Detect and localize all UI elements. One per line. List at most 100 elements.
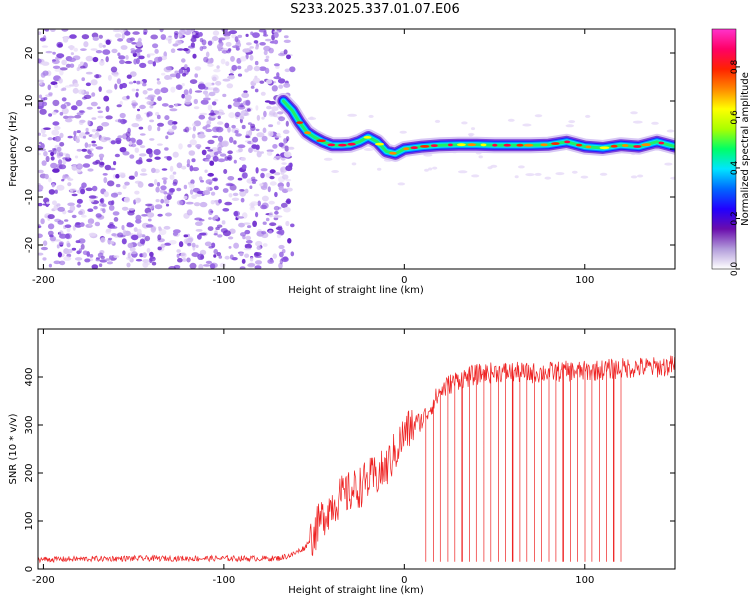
noise-blob bbox=[245, 99, 251, 106]
snr-x-tick-label: 0 bbox=[401, 575, 407, 586]
noise-blob bbox=[99, 259, 108, 263]
noise-blob bbox=[243, 90, 248, 94]
noise-blob bbox=[149, 256, 156, 262]
noise-blob bbox=[264, 67, 270, 74]
noise-blob bbox=[64, 118, 73, 123]
noise-blob bbox=[185, 201, 194, 205]
noise-blob bbox=[231, 64, 238, 71]
noise-blob bbox=[514, 175, 519, 179]
noise-blob bbox=[630, 111, 638, 115]
noise-blob bbox=[252, 181, 256, 184]
noise-blob bbox=[216, 252, 222, 257]
noise-blob bbox=[59, 260, 66, 266]
noise-blob bbox=[290, 223, 295, 228]
noise-blob bbox=[42, 257, 47, 261]
noise-blob bbox=[97, 115, 104, 119]
noise-blob bbox=[163, 179, 167, 185]
noise-blob bbox=[133, 58, 138, 65]
snr-y-label: SNR (10 * v/v) bbox=[8, 413, 19, 484]
noise-blob bbox=[478, 155, 483, 159]
noise-blob bbox=[265, 55, 270, 59]
noise-blob bbox=[156, 182, 161, 187]
noise-blob bbox=[255, 128, 260, 132]
noise-blob bbox=[96, 128, 101, 132]
noise-blob bbox=[42, 240, 48, 246]
noise-blob bbox=[69, 63, 75, 68]
ridge-hotspot bbox=[622, 144, 629, 147]
noise-blob bbox=[66, 115, 75, 119]
spectrogram-x-tick-label: -200 bbox=[32, 275, 55, 286]
noise-blob bbox=[89, 148, 94, 151]
noise-blob bbox=[91, 32, 99, 39]
noise-blob bbox=[69, 45, 74, 51]
noise-blob bbox=[114, 33, 122, 38]
noise-blob bbox=[288, 146, 295, 150]
noise-blob bbox=[135, 218, 142, 224]
noise-blob bbox=[117, 38, 124, 42]
snr-y-tick-label: 200 bbox=[24, 463, 35, 482]
noise-blob bbox=[249, 185, 253, 189]
noise-blob bbox=[75, 240, 81, 244]
noise-blob bbox=[92, 185, 98, 192]
noise-blob bbox=[534, 172, 542, 176]
noise-blob bbox=[50, 151, 55, 157]
noise-blob bbox=[57, 251, 63, 258]
noise-blob bbox=[273, 76, 282, 80]
noise-blob bbox=[227, 104, 232, 109]
noise-blob bbox=[118, 118, 122, 123]
noise-blob bbox=[286, 181, 290, 188]
noise-blob bbox=[193, 106, 200, 110]
noise-blob bbox=[59, 132, 64, 138]
noise-blob bbox=[239, 266, 246, 269]
noise-blob bbox=[195, 167, 199, 170]
noise-blob bbox=[184, 126, 190, 133]
noise-blob bbox=[135, 92, 139, 98]
noise-blob bbox=[85, 187, 93, 192]
noise-blob bbox=[101, 204, 107, 208]
noise-blob bbox=[259, 42, 266, 46]
noise-blob bbox=[41, 61, 50, 66]
noise-blob bbox=[240, 197, 245, 203]
noise-blob bbox=[198, 218, 205, 222]
noise-blob bbox=[186, 209, 193, 216]
noise-blob bbox=[192, 123, 196, 127]
snr-x-tick-label: -100 bbox=[213, 575, 236, 586]
noise-blob bbox=[260, 168, 268, 172]
noise-blob bbox=[261, 185, 268, 191]
noise-blob bbox=[555, 172, 565, 176]
noise-blob bbox=[284, 68, 290, 73]
noise-blob bbox=[146, 100, 154, 106]
noise-blob bbox=[186, 257, 191, 263]
noise-blob bbox=[221, 29, 229, 32]
spectrogram-x-tick-label: 0 bbox=[401, 275, 407, 286]
noise-blob bbox=[284, 145, 289, 152]
noise-blob bbox=[61, 59, 67, 66]
noise-blob bbox=[189, 79, 198, 84]
noise-blob bbox=[274, 172, 281, 176]
noise-blob bbox=[262, 127, 267, 134]
noise-blob bbox=[261, 116, 265, 120]
noise-blob bbox=[159, 189, 166, 194]
noise-blob bbox=[61, 179, 65, 182]
noise-blob bbox=[211, 242, 216, 248]
snr-panel: -200 -100 0 100 0 100 200 300 400 Height of str… bbox=[8, 328, 676, 596]
noise-blob bbox=[58, 78, 63, 84]
noise-blob bbox=[256, 132, 265, 138]
spectrogram-y-ticks: -20 -10 0 10 20 bbox=[24, 47, 675, 253]
noise-blob bbox=[233, 210, 241, 217]
noise-blob bbox=[263, 50, 268, 56]
noise-blob bbox=[75, 99, 83, 107]
noise-blob bbox=[53, 125, 61, 131]
noise-blob bbox=[65, 176, 71, 180]
noise-blob bbox=[211, 147, 219, 153]
noise-blob bbox=[145, 224, 154, 228]
noise-blob bbox=[131, 100, 137, 104]
noise-blob bbox=[244, 188, 249, 194]
noise-blob bbox=[585, 114, 591, 118]
noise-blob bbox=[56, 203, 61, 207]
noise-blob bbox=[165, 66, 172, 71]
noise-blob bbox=[184, 64, 188, 69]
noise-blob bbox=[62, 36, 69, 43]
noise-blob bbox=[282, 129, 290, 134]
noise-blob bbox=[150, 34, 158, 40]
